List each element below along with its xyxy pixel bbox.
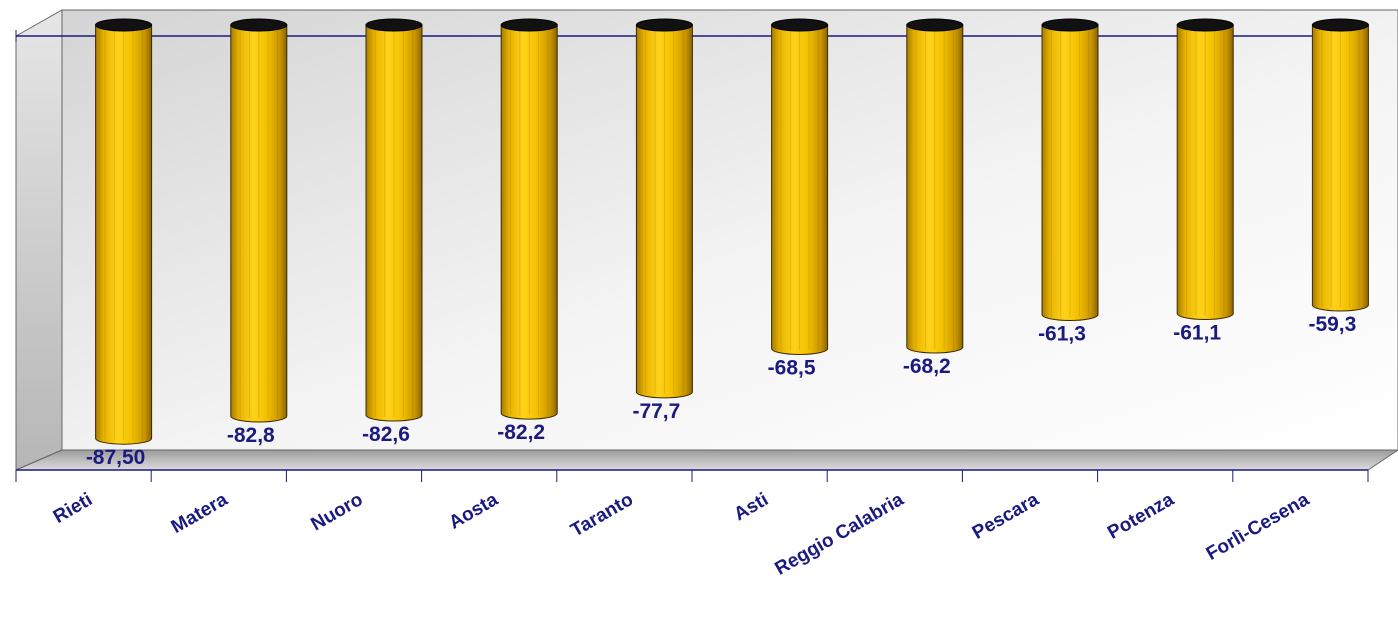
bar-cap bbox=[1176, 18, 1234, 32]
value-label: -77,7 bbox=[632, 400, 680, 423]
value-label: -82,6 bbox=[362, 423, 410, 446]
category-labels: Rieti Matera Nuoro Aosta Taranto Asti Reggio C… bbox=[50, 489, 1313, 580]
bars bbox=[95, 18, 1369, 445]
bar-body bbox=[635, 24, 693, 399]
floor bbox=[15, 449, 1398, 471]
category-label: Asti bbox=[731, 489, 773, 525]
bar-body bbox=[906, 24, 964, 354]
bar bbox=[1311, 18, 1369, 312]
category-label: Pescara bbox=[969, 489, 1043, 544]
category-label: Nuoro bbox=[308, 489, 367, 535]
side-wall bbox=[15, 9, 63, 471]
bar bbox=[95, 18, 153, 445]
bar-cap bbox=[365, 18, 423, 32]
category-label: Rieti bbox=[50, 489, 96, 528]
bar bbox=[230, 18, 288, 423]
category-label: Forlì-Cesena bbox=[1203, 489, 1314, 565]
bar bbox=[635, 18, 693, 399]
bar-cap bbox=[906, 18, 964, 32]
bar-cap bbox=[771, 18, 829, 32]
bar bbox=[1176, 18, 1234, 321]
bar-body bbox=[365, 24, 423, 422]
value-labels: -87,50 -82,8 -82,6 -82,2 -77,7 -68,5 -68,2 -61,… bbox=[86, 313, 1357, 469]
bar bbox=[500, 18, 558, 420]
value-label: -61,1 bbox=[1173, 322, 1221, 345]
bar-body bbox=[1311, 24, 1369, 312]
category-label: Reggio Calabria bbox=[772, 489, 908, 580]
category-label: Matera bbox=[168, 489, 232, 538]
bar bbox=[906, 18, 964, 354]
bar-body bbox=[1041, 24, 1099, 321]
bar-body bbox=[771, 24, 829, 355]
bar-cap bbox=[1311, 18, 1369, 32]
bar-cap bbox=[500, 18, 558, 32]
bar-cap bbox=[635, 18, 693, 32]
bar-cap bbox=[230, 18, 288, 32]
value-label: -68,5 bbox=[768, 356, 816, 379]
bar bbox=[771, 18, 829, 355]
bar-cap bbox=[1041, 18, 1099, 32]
bar-body bbox=[1176, 24, 1234, 321]
value-label: -82,8 bbox=[227, 424, 275, 447]
category-label: Aosta bbox=[445, 489, 502, 534]
bar-body bbox=[500, 24, 558, 420]
category-label: Taranto bbox=[567, 489, 637, 541]
bar-cap bbox=[95, 18, 153, 32]
bar-body bbox=[230, 24, 288, 423]
bar-body bbox=[95, 24, 153, 445]
bar bbox=[365, 18, 423, 422]
value-label: -61,3 bbox=[1038, 322, 1086, 345]
value-label: -87,50 bbox=[86, 446, 146, 469]
value-label: -59,3 bbox=[1308, 313, 1356, 336]
bar bbox=[1041, 18, 1099, 321]
value-label: -82,2 bbox=[497, 421, 545, 444]
value-label: -68,2 bbox=[903, 355, 951, 378]
category-label: Potenza bbox=[1104, 489, 1178, 544]
